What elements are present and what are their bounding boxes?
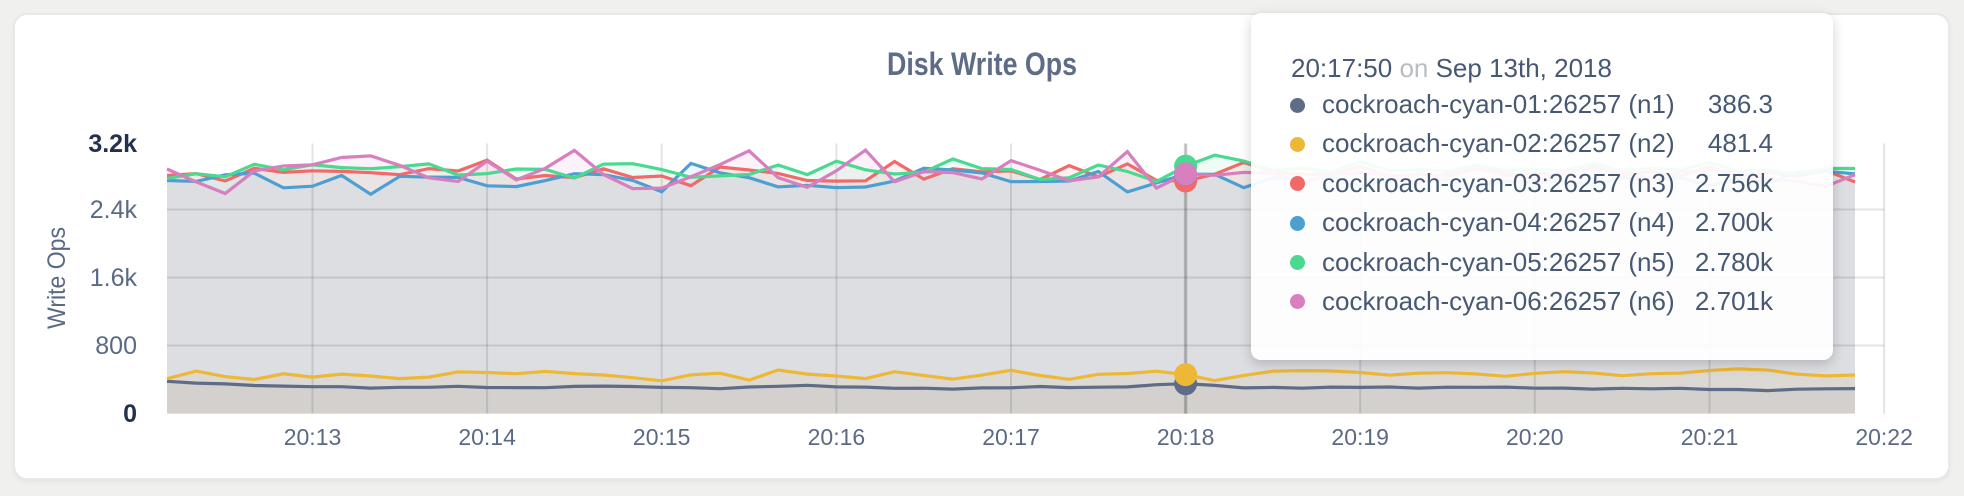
svg-text:20:20: 20:20 [1506,424,1564,450]
svg-text:20:22: 20:22 [1855,424,1913,450]
svg-text:2.4k: 2.4k [90,196,138,224]
svg-text:20:13: 20:13 [284,424,342,450]
svg-text:20:19: 20:19 [1331,424,1389,450]
svg-text:20:18: 20:18 [1157,424,1215,450]
svg-text:20:15: 20:15 [633,424,691,450]
svg-text:Disk Write Ops: Disk Write Ops [887,46,1077,82]
svg-text:0: 0 [123,400,137,428]
svg-text:3.2k: 3.2k [88,130,137,158]
svg-text:20:21: 20:21 [1681,424,1739,450]
svg-text:Write Ops: Write Ops [43,227,71,329]
svg-text:800: 800 [95,332,137,360]
svg-text:20:14: 20:14 [458,424,516,450]
svg-text:1.6k: 1.6k [90,264,138,292]
svg-text:20:16: 20:16 [808,424,866,450]
svg-text:20:17: 20:17 [982,424,1040,450]
